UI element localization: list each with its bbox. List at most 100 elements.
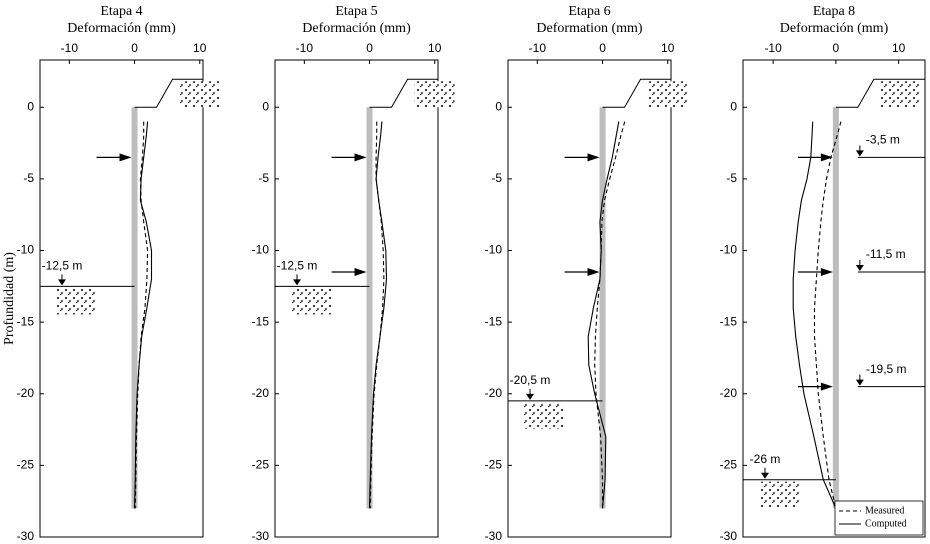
strut-arrow bbox=[332, 153, 367, 161]
previous-level bbox=[856, 260, 925, 272]
excavation-label: -20,5 m bbox=[510, 373, 551, 387]
strut-arrow-head bbox=[355, 153, 367, 161]
y-tick-label: -15 bbox=[17, 314, 35, 328]
level-arrow-head bbox=[293, 279, 301, 285]
plot-frame bbox=[508, 60, 671, 537]
strut-arrow-head bbox=[120, 153, 132, 161]
soil-block bbox=[415, 81, 455, 107]
previous-level-label: -11,5 m bbox=[866, 247, 906, 261]
previous-level-label: -19,5 m bbox=[866, 362, 907, 376]
x-axis-label: Deformation (mm) bbox=[536, 21, 642, 36]
y-tick-label: -5 bbox=[491, 171, 502, 185]
y-tick-label: 0 bbox=[27, 99, 34, 113]
strut-arrow bbox=[565, 153, 600, 161]
x-tick-label: -10 bbox=[61, 41, 79, 55]
y-tick-label: -20 bbox=[252, 386, 270, 400]
strut-arrow-head bbox=[588, 268, 600, 276]
excavation-level bbox=[40, 274, 135, 286]
level-arrow-head bbox=[761, 473, 769, 479]
previous-level-label: -3,5 m bbox=[866, 133, 900, 147]
x-tick-label: 0 bbox=[366, 41, 373, 55]
strut-arrow bbox=[332, 268, 367, 276]
wall bbox=[132, 107, 138, 508]
y-tick-label: -30 bbox=[17, 529, 35, 543]
x-tick-label: 0 bbox=[131, 41, 138, 55]
strut-arrow-head bbox=[821, 268, 833, 276]
level-arrow-head bbox=[58, 279, 66, 285]
soil-block bbox=[524, 403, 564, 429]
x-tick-label: -10 bbox=[529, 41, 547, 55]
y-tick-label: -10 bbox=[17, 243, 35, 257]
panel-title: Etapa 6 bbox=[568, 4, 610, 19]
y-tick-label: -20 bbox=[485, 386, 503, 400]
soil-block bbox=[56, 288, 96, 314]
y-tick-label: 0 bbox=[730, 99, 737, 113]
y-tick-label: -10 bbox=[485, 243, 503, 257]
figure: Etapa 4Deformación (mm)Profundidad (m)-1… bbox=[0, 0, 930, 544]
y-tick-label: -5 bbox=[258, 171, 269, 185]
y-tick-label: -30 bbox=[720, 529, 738, 543]
excavation-label: -26 m bbox=[750, 452, 781, 466]
y-tick-label: 0 bbox=[262, 99, 269, 113]
excavation-label: -12,5 m bbox=[42, 258, 83, 272]
y-tick-label: -25 bbox=[252, 458, 270, 472]
strut-arrow bbox=[798, 268, 833, 276]
y-tick-label: -25 bbox=[485, 458, 503, 472]
x-tick-label: -10 bbox=[764, 41, 782, 55]
strut-arrow bbox=[97, 153, 132, 161]
level-arrow-head bbox=[856, 380, 864, 386]
y-tick-label: -30 bbox=[485, 529, 503, 543]
legend: Measured Computed bbox=[835, 501, 923, 535]
strut-arrow-head bbox=[821, 383, 833, 391]
x-tick-label: 10 bbox=[892, 41, 906, 55]
x-tick-label: 10 bbox=[193, 41, 207, 55]
soil-block bbox=[648, 81, 688, 107]
legend-label: Computed bbox=[865, 518, 907, 529]
y-tick-label: -25 bbox=[17, 458, 35, 472]
x-tick-label: 10 bbox=[428, 41, 442, 55]
panel-title: Etapa 8 bbox=[813, 4, 855, 19]
x-axis-label: Deformación (mm) bbox=[67, 21, 176, 36]
y-tick-label: -15 bbox=[485, 314, 503, 328]
y-tick-label: -5 bbox=[23, 171, 34, 185]
strut-arrow-head bbox=[588, 153, 600, 161]
x-tick-label: -10 bbox=[296, 41, 314, 55]
soil-block bbox=[881, 81, 921, 107]
y-tick-label: 0 bbox=[495, 99, 502, 113]
panel-title: Etapa 4 bbox=[100, 4, 142, 19]
y-axis-label: Profundidad (m) bbox=[2, 252, 17, 345]
profile-line bbox=[595, 122, 625, 509]
previous-level bbox=[856, 375, 925, 387]
x-tick-label: 0 bbox=[599, 41, 606, 55]
strut-arrow bbox=[565, 268, 600, 276]
previous-level bbox=[856, 145, 925, 157]
y-tick-label: -20 bbox=[17, 386, 35, 400]
strut-arrow bbox=[798, 153, 833, 161]
level-arrow-head bbox=[856, 150, 864, 156]
y-tick-label: -15 bbox=[252, 314, 270, 328]
excavation-level bbox=[508, 389, 603, 401]
soil-block bbox=[759, 482, 799, 508]
soil-block bbox=[180, 81, 220, 107]
x-tick-label: 0 bbox=[833, 41, 840, 55]
y-tick-label: -10 bbox=[720, 243, 738, 257]
x-axis-label: Deformación (mm) bbox=[780, 21, 889, 36]
strut-arrow-head bbox=[355, 268, 367, 276]
level-arrow-head bbox=[856, 265, 864, 271]
x-axis-label: Deformación (mm) bbox=[302, 21, 411, 36]
wall bbox=[600, 107, 606, 508]
soil-block bbox=[291, 288, 331, 314]
y-tick-label: -30 bbox=[252, 529, 270, 543]
y-tick-label: -20 bbox=[720, 386, 738, 400]
wall bbox=[833, 107, 839, 508]
panel-title: Etapa 5 bbox=[335, 4, 377, 19]
legend-label: Measured bbox=[865, 505, 904, 516]
y-tick-label: -15 bbox=[720, 314, 738, 328]
y-tick-label: -5 bbox=[726, 171, 737, 185]
excavation-level bbox=[275, 274, 370, 286]
excavation-label: -12,5 m bbox=[277, 258, 318, 272]
x-tick-label: 10 bbox=[661, 41, 675, 55]
y-tick-label: -10 bbox=[252, 243, 270, 257]
level-arrow-head bbox=[526, 394, 534, 400]
profile-line bbox=[793, 122, 836, 509]
